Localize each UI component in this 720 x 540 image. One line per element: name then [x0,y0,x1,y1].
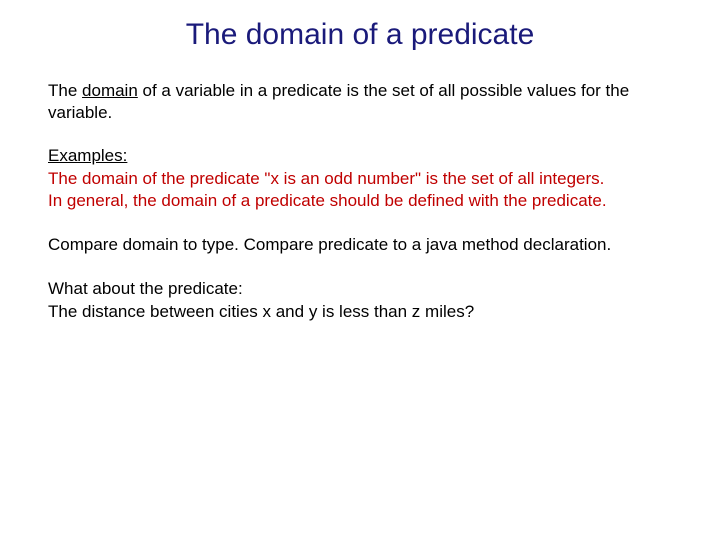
examples-block: Examples: The domain of the predicate "x… [48,146,672,212]
examples-label: Examples: [48,146,672,166]
example-line-2: In general, the domain of a predicate sh… [48,190,672,212]
intro-paragraph: The domain of a variable in a predicate … [48,80,672,124]
compare-paragraph: Compare domain to type. Compare predicat… [48,234,672,256]
slide-title: The domain of a predicate [48,18,672,52]
question-line-1: What about the predicate: [48,278,672,300]
question-line-2: The distance between cities x and y is l… [48,301,672,323]
intro-keyword: domain [82,81,138,100]
example-line-1: The domain of the predicate "x is an odd… [48,168,672,190]
question-block: What about the predicate: The distance b… [48,278,672,322]
intro-pre: The [48,81,82,100]
